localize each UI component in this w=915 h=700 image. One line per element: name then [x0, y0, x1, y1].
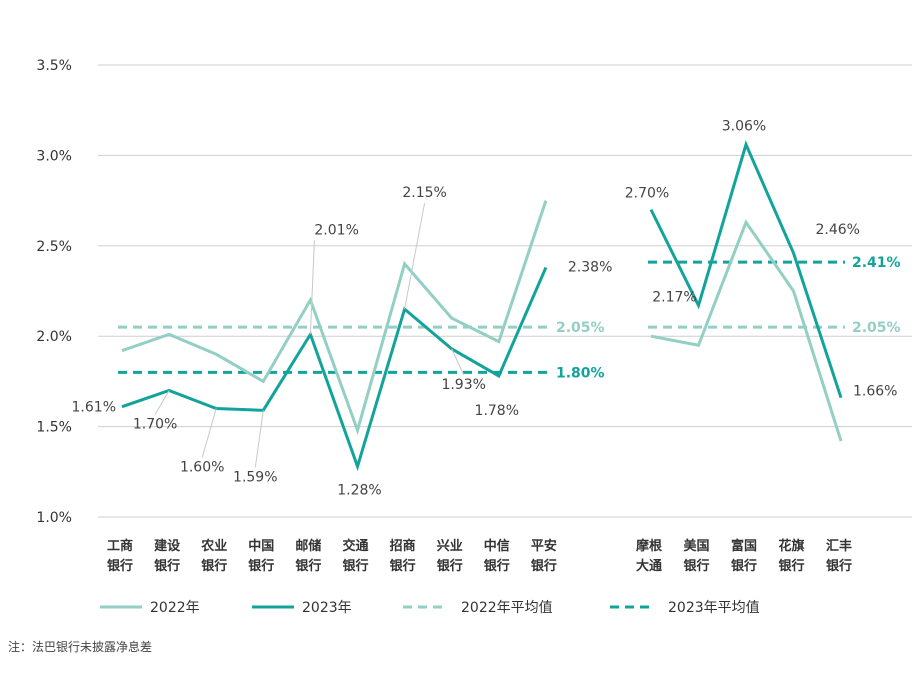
y-tick-label: 3.0% — [36, 148, 72, 164]
average-label: 1.80% — [556, 365, 605, 381]
average-label: 2.05% — [852, 320, 901, 336]
category-label: 工商 — [107, 538, 133, 554]
data-label: 1.28% — [337, 482, 381, 498]
average-label: 2.05% — [556, 320, 605, 336]
category-label: 中国 — [248, 538, 274, 554]
category-label: 大通 — [636, 558, 662, 574]
label-leader — [451, 348, 465, 376]
category-label: 建设 — [154, 538, 181, 554]
category-label: 汇丰 — [826, 538, 852, 554]
category-label: 招商 — [390, 538, 416, 554]
category-label: 银行 — [531, 558, 557, 574]
data-label: 1.93% — [441, 377, 485, 393]
data-label: 1.66% — [853, 384, 897, 400]
category-label: 中信 — [484, 538, 510, 554]
legend-label: 2022年平均值 — [461, 600, 553, 616]
legend-label: 2022年 — [150, 600, 200, 616]
label-leader — [254, 410, 264, 468]
data-label: 1.60% — [180, 460, 224, 476]
series-line-2023 — [121, 266, 548, 472]
data-label: 2.70% — [625, 186, 669, 202]
category-label: 银行 — [107, 558, 133, 574]
data-label: 1.59% — [233, 469, 277, 485]
label-leader — [154, 390, 170, 415]
y-tick-label: 3.5% — [36, 58, 72, 74]
footnote: 注：法巴银行未披露净息差 — [8, 640, 153, 654]
data-label: 3.06% — [722, 119, 766, 135]
category-label: 银行 — [248, 558, 274, 574]
y-tick-label: 2.0% — [36, 329, 72, 345]
category-label: 兴业 — [437, 538, 463, 554]
category-label: 银行 — [683, 558, 709, 574]
data-label: 2.38% — [568, 259, 612, 275]
y-tick-label: 2.5% — [36, 239, 72, 255]
series-line-2022 — [650, 219, 843, 442]
y-tick-label: 1.5% — [36, 420, 72, 436]
category-label: 富国 — [731, 538, 757, 554]
label-leader — [309, 240, 315, 335]
series-line-2022 — [121, 200, 548, 436]
data-label: 1.61% — [72, 400, 116, 416]
category-label: 邮储 — [295, 538, 321, 554]
category-label: 银行 — [201, 558, 227, 574]
data-label: 2.17% — [652, 289, 696, 305]
data-label: 2.46% — [816, 222, 860, 238]
category-label: 平安 — [531, 538, 557, 554]
legend-label: 2023年 — [302, 600, 352, 616]
label-leader — [404, 202, 426, 310]
category-label: 银行 — [295, 558, 321, 574]
category-label: 农业 — [200, 538, 227, 554]
category-label: 交通 — [342, 538, 368, 554]
legend-label: 2023年平均值 — [668, 600, 760, 616]
label-leader — [201, 408, 217, 458]
average-label: 2.41% — [852, 255, 901, 271]
category-label: 银行 — [826, 558, 852, 574]
data-label: 2.01% — [314, 222, 358, 238]
data-label: 1.78% — [475, 403, 519, 419]
data-label: 1.70% — [133, 416, 177, 432]
category-label: 银行 — [437, 558, 463, 574]
series-line-2023 — [649, 140, 843, 399]
category-label: 花旗 — [778, 538, 804, 554]
category-label: 摩根 — [636, 538, 663, 554]
category-label: 银行 — [731, 558, 757, 574]
category-label: 美国 — [683, 538, 709, 554]
category-label: 银行 — [154, 558, 180, 574]
data-label: 2.15% — [402, 185, 446, 201]
y-tick-label: 1.0% — [36, 510, 72, 526]
category-label: 银行 — [484, 558, 510, 574]
category-label: 银行 — [390, 558, 416, 574]
category-label: 银行 — [778, 558, 804, 574]
category-label: 银行 — [342, 558, 368, 574]
